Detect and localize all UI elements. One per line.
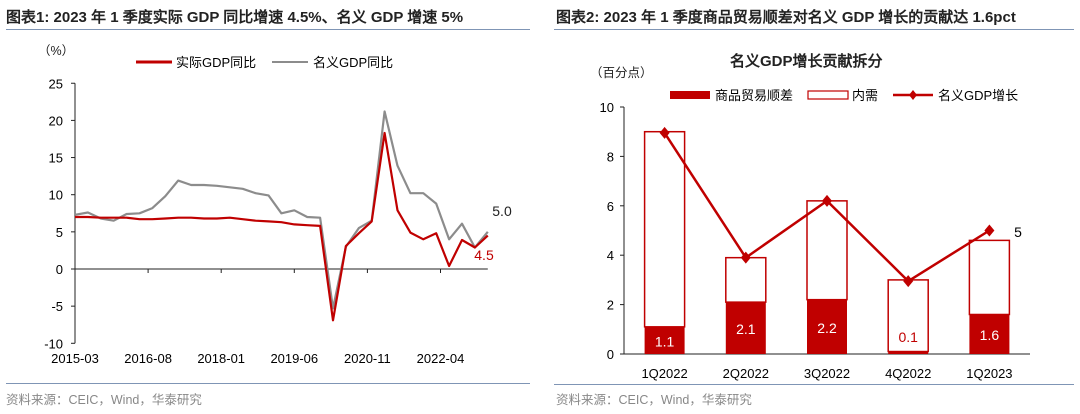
legend-domestic-swatch: [807, 90, 849, 100]
trade-surplus-value-label: 1.1: [655, 333, 675, 349]
nominal-gdp-diamond-marker: [984, 224, 995, 237]
left-y-tick-label: 0: [56, 262, 63, 277]
trade-surplus-bar: [644, 326, 685, 354]
right-unit-label: （百分点）: [590, 66, 653, 80]
left-y-tick-label: 15: [49, 151, 63, 166]
trade-surplus-value-label: 0.1: [898, 329, 918, 345]
left-x-tick-label: 2016-08: [124, 351, 172, 366]
left-x-tick-label: 2018-01: [197, 351, 245, 366]
left-y-tick-label: 20: [49, 113, 63, 128]
left-x-tick-label: 2022-04: [417, 351, 465, 366]
left-x-tick-label: 2015-03: [51, 351, 99, 366]
trade-surplus-bar: [888, 351, 929, 354]
left-x-tick-label: 2019-06: [270, 351, 318, 366]
right-source: 资料来源：CEIC，Wind，华泰研究: [556, 393, 752, 407]
right-y-tick-label: 10: [600, 100, 614, 115]
nominal-gdp-line: [74, 110, 489, 310]
left-title-rule: [6, 29, 530, 30]
legend-trade-swatch: [670, 91, 710, 99]
right-footer-rule: [554, 384, 1074, 385]
right-chart-subtitle: 名义GDP增长贡献拆分: [730, 53, 883, 70]
left-chart-title: 图表1: 2023 年 1 季度实际 GDP 同比增速 4.5%、名义 GDP …: [6, 9, 464, 26]
right-y-tick-label: 6: [607, 199, 614, 214]
right-y-tick-label: 0: [607, 347, 614, 362]
left-y-tick-label: 5: [56, 225, 63, 240]
real-gdp-line: [75, 131, 489, 322]
left-y-tick-label: -5: [51, 299, 63, 314]
right-x-tick-label: 1Q2023: [966, 366, 1012, 381]
trade-surplus-bar: [807, 299, 847, 354]
domestic-demand-bar: [643, 130, 686, 328]
left-unit-label: （%）: [38, 44, 75, 58]
nominal-gdp-end-label: 5: [1014, 224, 1022, 240]
right-x-tick-label: 2Q2022: [723, 366, 769, 381]
trade-surplus-value-label: 1.6: [980, 327, 1000, 343]
left-y-tick-label: 10: [49, 188, 63, 203]
left-x-tick-label: 2020-11: [344, 351, 391, 366]
right-y-tick-label: 4: [607, 248, 614, 263]
legend-domestic-label: 内需: [852, 88, 878, 103]
nominal-gdp-diamond-marker: [659, 126, 670, 139]
nominal-gdp-diamond-marker: [822, 194, 832, 207]
domestic-demand-bar: [725, 256, 767, 303]
right-chart-title: 图表2: 2023 年 1 季度商品贸易顺差对名义 GDP 增长的贡献达 1.6…: [556, 9, 1016, 26]
right-x-tick-label: 4Q2022: [885, 366, 931, 381]
legend-gdp-diamond: [909, 90, 917, 100]
trade-surplus-value-label: 2.2: [817, 320, 837, 336]
domestic-demand-bar: [806, 200, 848, 301]
right-y-tick-label: 8: [607, 149, 614, 164]
legend-nominal-label: 名义GDP同比: [313, 55, 393, 70]
trade-surplus-value-label: 2.1: [736, 321, 756, 337]
right-x-tick-label: 1Q2022: [641, 366, 687, 381]
legend-trade-label: 商品贸易顺差: [715, 88, 793, 103]
right-y-tick-label: 2: [607, 298, 614, 313]
nominal-gdp-diamond-marker: [740, 251, 751, 264]
left-y-tick-label: 25: [49, 76, 63, 91]
legend-gdp-label: 名义GDP增长: [938, 88, 1018, 103]
left-source: 资料来源：CEIC，Wind，华泰研究: [6, 393, 202, 407]
left-y-tick-label: -10: [44, 336, 63, 351]
nominal-gdp-diamond-marker: [903, 275, 914, 288]
trade-surplus-bar: [725, 302, 766, 354]
right-x-tick-label: 3Q2022: [804, 366, 850, 381]
domestic-demand-bar: [968, 239, 1011, 316]
trade-surplus-bar: [969, 314, 1010, 354]
real-end-label: 4.5: [474, 247, 494, 263]
legend-real-label: 实际GDP同比: [176, 55, 256, 70]
left-footer-rule: [6, 383, 530, 384]
nominal-end-label: 5.0: [492, 203, 512, 219]
right-title-rule: [554, 29, 1074, 30]
